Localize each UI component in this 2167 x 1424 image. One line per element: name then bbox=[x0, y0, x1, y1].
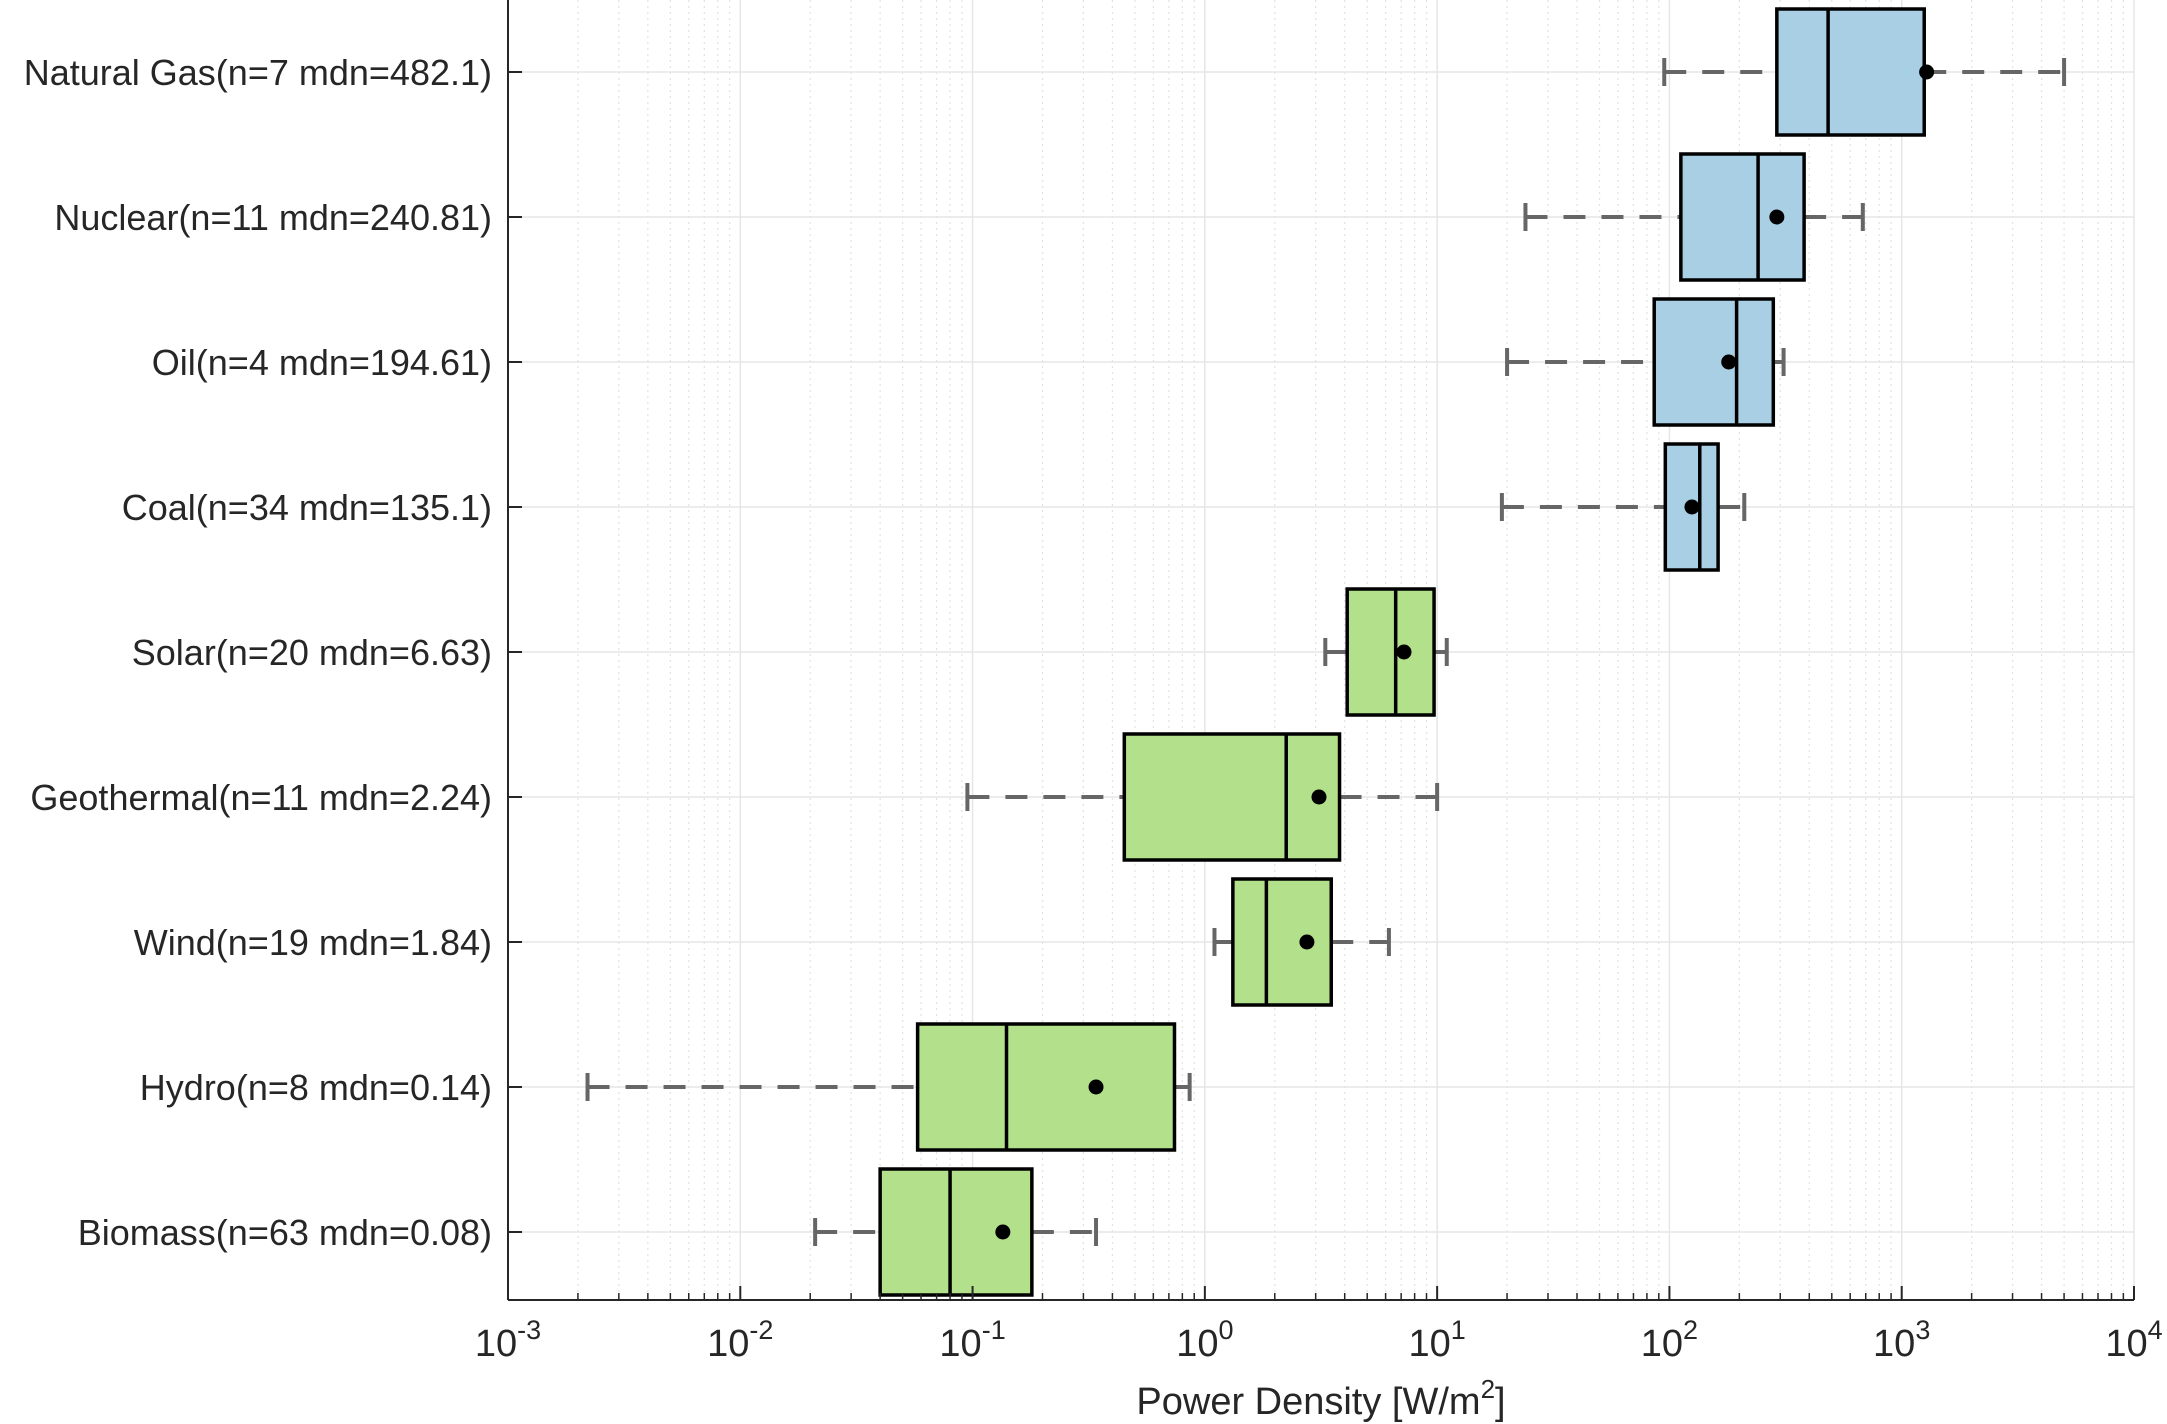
x-tick-label: 10-2 bbox=[707, 1315, 773, 1365]
x-tick-label: 104 bbox=[2105, 1315, 2162, 1365]
grid bbox=[507, 0, 2135, 1300]
labels: 10-3 10-2 10-1 100 101 102 103 104 Natural Gas(n… bbox=[24, 52, 2163, 1365]
iqr-box bbox=[1345, 587, 1436, 717]
iqr-box bbox=[1122, 732, 1342, 862]
mean-marker bbox=[1299, 934, 1315, 950]
mean-marker bbox=[1721, 354, 1737, 370]
mean-marker bbox=[1088, 1079, 1104, 1095]
x-tick-label: 101 bbox=[1408, 1315, 1465, 1365]
box-group bbox=[585, 1022, 1192, 1152]
category-label: Solar(n=20 mdn=6.63) bbox=[132, 632, 492, 673]
x-axis-title: Power Density [W/m2] bbox=[1136, 1374, 1505, 1423]
category-label: Wind(n=19 mdn=1.84) bbox=[134, 922, 492, 963]
iqr-box bbox=[1231, 877, 1333, 1007]
x-tick-label: 103 bbox=[1873, 1315, 1930, 1365]
x-tick-label: 102 bbox=[1641, 1315, 1698, 1365]
iqr-box bbox=[1775, 7, 1926, 137]
box-group bbox=[1212, 877, 1391, 1007]
box-group bbox=[1505, 297, 1786, 427]
box-group bbox=[1662, 7, 2067, 137]
x-tick-label: 100 bbox=[1176, 1315, 1233, 1365]
mean-marker bbox=[1684, 499, 1700, 515]
iqr-box bbox=[1679, 152, 1806, 282]
category-label: Coal(n=34 mdn=135.1) bbox=[122, 487, 492, 528]
mean-marker bbox=[1769, 209, 1785, 225]
mean-marker bbox=[995, 1224, 1011, 1240]
boxes bbox=[585, 7, 2067, 1297]
box-group bbox=[965, 732, 1440, 862]
category-label: Biomass(n=63 mdn=0.08) bbox=[78, 1212, 492, 1253]
mean-marker bbox=[1396, 644, 1412, 660]
box-group bbox=[1523, 152, 1865, 282]
x-axis-title-sup: 2 bbox=[1481, 1374, 1495, 1404]
axes bbox=[507, 0, 2135, 1301]
mean-marker bbox=[1311, 789, 1327, 805]
category-label: Geothermal(n=11 mdn=2.24) bbox=[30, 777, 492, 818]
iqr-box bbox=[915, 1022, 1177, 1152]
box-group bbox=[1499, 442, 1747, 572]
mean-marker bbox=[1919, 64, 1935, 80]
iqr-box bbox=[1652, 297, 1776, 427]
x-tick-label: 10-3 bbox=[475, 1315, 541, 1365]
x-tick-label: 10-1 bbox=[939, 1315, 1005, 1365]
category-label: Natural Gas(n=7 mdn=482.1) bbox=[24, 52, 492, 93]
category-label: Hydro(n=8 mdn=0.14) bbox=[140, 1067, 492, 1108]
category-label: Oil(n=4 mdn=194.61) bbox=[152, 342, 492, 383]
iqr-box bbox=[1663, 442, 1720, 572]
category-label: Nuclear(n=11 mdn=240.81) bbox=[54, 197, 492, 238]
x-axis-title-end: ] bbox=[1495, 1381, 1506, 1423]
x-axis-title-main: Power Density [W/m bbox=[1136, 1381, 1480, 1423]
box-group bbox=[813, 1167, 1099, 1297]
box-group bbox=[1323, 587, 1449, 717]
